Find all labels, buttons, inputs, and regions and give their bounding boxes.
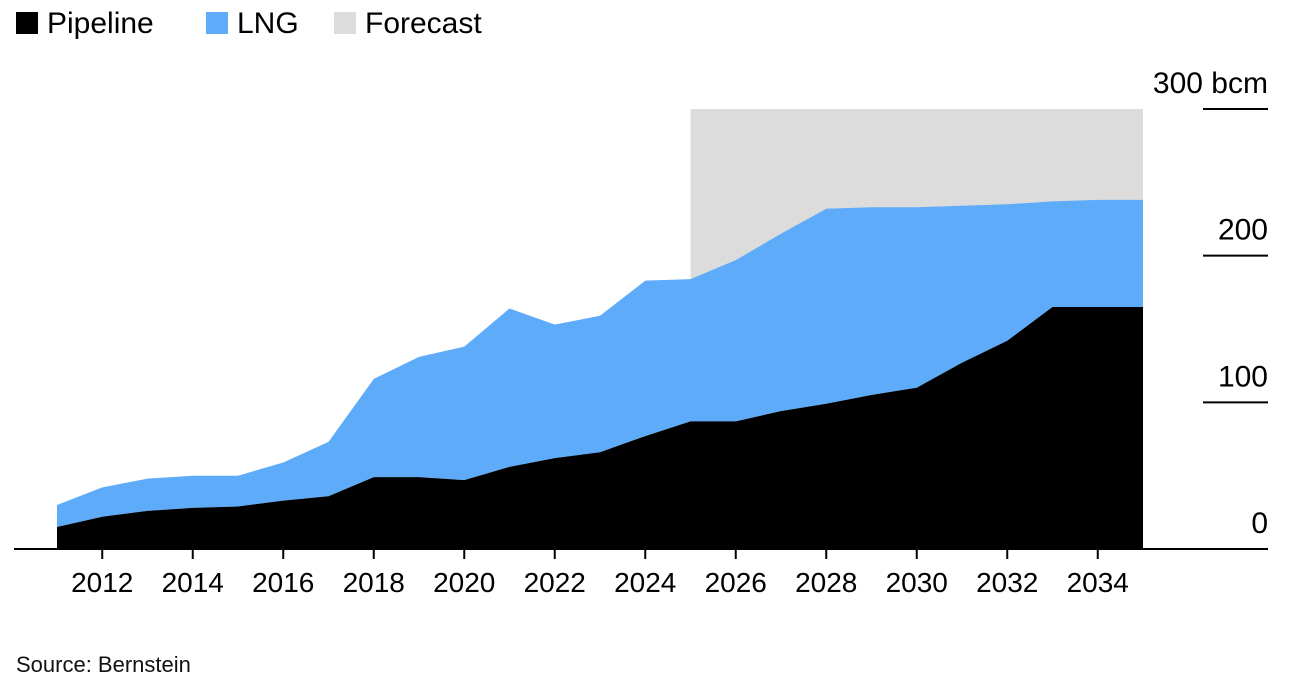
- y-tick-label: 300 bcm: [1153, 67, 1268, 100]
- legend-swatch-pipeline: [16, 12, 38, 34]
- legend: Pipeline LNG Forecast: [16, 7, 482, 40]
- x-tick-label: 2014: [162, 567, 224, 598]
- x-tick-label: 2022: [524, 567, 586, 598]
- x-tick-label: 2030: [886, 567, 948, 598]
- y-tick-label: 100: [1218, 360, 1268, 393]
- x-tick-label: 2018: [343, 567, 405, 598]
- series-area-lng: [57, 199, 1143, 527]
- x-tick-label: 2026: [705, 567, 767, 598]
- y-tick-label: 200: [1218, 214, 1268, 247]
- source-note: Source: Bernstein: [16, 652, 191, 677]
- x-tick-label: 2032: [976, 567, 1038, 598]
- x-tick-label: 2028: [795, 567, 857, 598]
- legend-label-pipeline: Pipeline: [47, 7, 154, 40]
- legend-swatch-lng: [206, 12, 228, 34]
- legend-label-forecast: Forecast: [365, 7, 482, 40]
- x-tick-label: 2020: [433, 567, 495, 598]
- x-tick-label: 2016: [252, 567, 314, 598]
- y-tick-label: 0: [1251, 507, 1268, 540]
- legend-label-lng: LNG: [237, 7, 299, 40]
- x-tick-label: 2024: [614, 567, 676, 598]
- legend-swatch-forecast: [334, 12, 356, 34]
- series-area-pipeline: [57, 307, 1143, 549]
- stacked-area-chart: Pipeline LNG Forecast 2012 2014 2016 2018 2020…: [14, 7, 1268, 598]
- axes: 2012 2014 2016 2018 2020 2022 2024 2026 2028 2030…: [14, 67, 1268, 598]
- x-tick-label: 2012: [71, 567, 133, 598]
- x-tick-label: 2034: [1067, 567, 1129, 598]
- area-series: [57, 199, 1143, 549]
